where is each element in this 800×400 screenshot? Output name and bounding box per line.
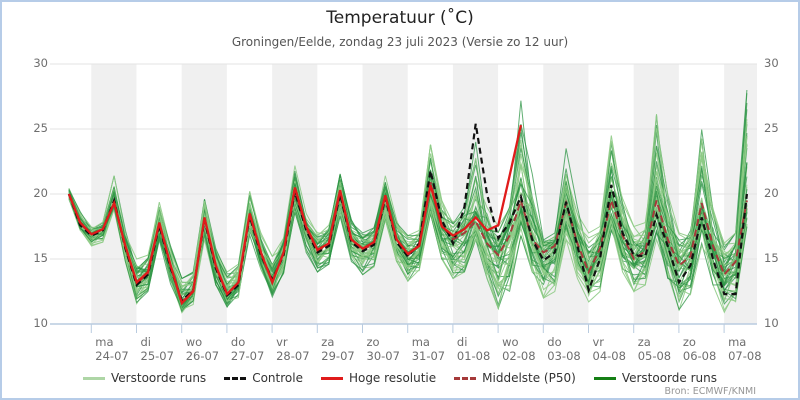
legend-label: Controle bbox=[252, 371, 303, 385]
y-tick-label-left: 10 bbox=[33, 316, 48, 330]
x-day-name: zo bbox=[682, 335, 696, 349]
x-day-name: vr bbox=[276, 335, 288, 349]
x-day-date: 25-07 bbox=[140, 349, 174, 364]
y-tick-label-left: 15 bbox=[33, 251, 48, 265]
legend-label: Verstoorde runs bbox=[111, 371, 207, 385]
x-tick-label: ma 31-07 bbox=[412, 335, 445, 364]
x-tick-label: wo 02-08 bbox=[502, 335, 535, 364]
legend-item: Hoge resolutie bbox=[320, 371, 437, 385]
x-tick-label: ma 07-08 bbox=[728, 335, 761, 364]
x-day-date: 29-07 bbox=[321, 349, 355, 364]
x-day-name: za bbox=[637, 335, 651, 349]
x-day-date: 03-08 bbox=[547, 349, 581, 364]
x-day-date: 02-08 bbox=[502, 349, 536, 364]
legend-label: Middelste (P50) bbox=[482, 371, 576, 385]
x-tick-label: za 29-07 bbox=[321, 335, 354, 364]
x-day-name: ma bbox=[95, 335, 114, 349]
legend-swatch bbox=[83, 376, 106, 380]
x-day-date: 26-07 bbox=[185, 349, 220, 364]
legend-label: Hoge resolutie bbox=[348, 371, 437, 385]
x-day-date: 07-08 bbox=[728, 349, 762, 364]
x-tick-label: vr 28-07 bbox=[276, 335, 309, 364]
x-day-name: wo bbox=[502, 335, 519, 349]
x-tick-label: vr 04-08 bbox=[593, 335, 626, 364]
x-day-name: zo bbox=[366, 335, 380, 349]
x-tick-label: di 01-08 bbox=[457, 335, 490, 364]
x-tick-label: do 27-07 bbox=[231, 335, 264, 364]
y-tick-label-right: 20 bbox=[764, 186, 779, 200]
y-tick-label-right: 25 bbox=[764, 121, 779, 135]
legend-swatch bbox=[320, 376, 343, 380]
x-day-date: 30-07 bbox=[366, 349, 400, 364]
data-lines bbox=[67, 89, 748, 314]
ensemble-member-line bbox=[68, 157, 748, 313]
y-tick-label-right: 30 bbox=[764, 56, 779, 70]
x-tick-label: wo 26-07 bbox=[186, 335, 219, 364]
legend-item: Controle bbox=[224, 371, 303, 385]
chart-title: Temperatuur (˚C) bbox=[326, 8, 474, 28]
x-day-name: za bbox=[321, 335, 335, 349]
x-day-name: vr bbox=[592, 335, 605, 349]
chart-subtitle: Groningen/Eelde, zondag 23 juli 2023 (Ve… bbox=[231, 35, 569, 49]
ensemble-member-line bbox=[68, 160, 748, 296]
x-day-date: 24-07 bbox=[95, 349, 129, 364]
ensemble-member-line bbox=[68, 164, 748, 287]
x-day-date: 05-08 bbox=[637, 349, 672, 364]
x-tick-label: di 25-07 bbox=[141, 335, 174, 364]
legend-swatch bbox=[593, 376, 616, 380]
x-day-date: 28-07 bbox=[276, 349, 310, 364]
hres-line bbox=[67, 124, 523, 306]
legend-swatch bbox=[454, 376, 477, 380]
y-tick-label-right: 15 bbox=[764, 251, 779, 265]
x-tick-label: zo 06-08 bbox=[683, 335, 716, 364]
source-attribution: Bron: ECMWF/KNMI bbox=[664, 386, 757, 397]
x-day-name: wo bbox=[185, 335, 203, 349]
x-day-name: ma bbox=[728, 335, 747, 349]
x-day-date: 04-08 bbox=[592, 349, 626, 364]
x-tick-label: do 03-08 bbox=[547, 335, 580, 364]
legend-item: Verstoorde runs bbox=[83, 371, 206, 385]
x-day-name: do bbox=[547, 335, 562, 349]
y-tick-label-left: 25 bbox=[33, 121, 48, 135]
x-day-name: di bbox=[456, 335, 468, 349]
x-tick-label: za 05-08 bbox=[638, 335, 671, 364]
legend-swatch bbox=[224, 376, 247, 380]
y-tick-label-right: 10 bbox=[764, 316, 779, 330]
x-day-name: di bbox=[140, 335, 152, 349]
x-day-date: 06-08 bbox=[682, 349, 717, 364]
legend-item: Verstoorde runs bbox=[593, 371, 717, 385]
x-tick-label: zo 30-07 bbox=[367, 335, 400, 364]
chart-legend: Verstoorde runs Controle Hoge resolutie Mid… bbox=[2, 371, 798, 385]
x-tick-label: ma 24-07 bbox=[95, 335, 128, 364]
y-tick-label-left: 20 bbox=[33, 186, 48, 200]
x-day-date: 01-08 bbox=[456, 349, 491, 364]
x-day-name: do bbox=[230, 335, 246, 349]
x-day-date: 31-07 bbox=[411, 349, 446, 364]
x-day-date: 27-07 bbox=[230, 349, 265, 364]
legend-item: Middelste (P50) bbox=[454, 371, 576, 385]
x-day-name: ma bbox=[411, 335, 430, 349]
legend-label: Verstoorde runs bbox=[621, 371, 717, 385]
y-tick-label-left: 30 bbox=[33, 56, 48, 70]
